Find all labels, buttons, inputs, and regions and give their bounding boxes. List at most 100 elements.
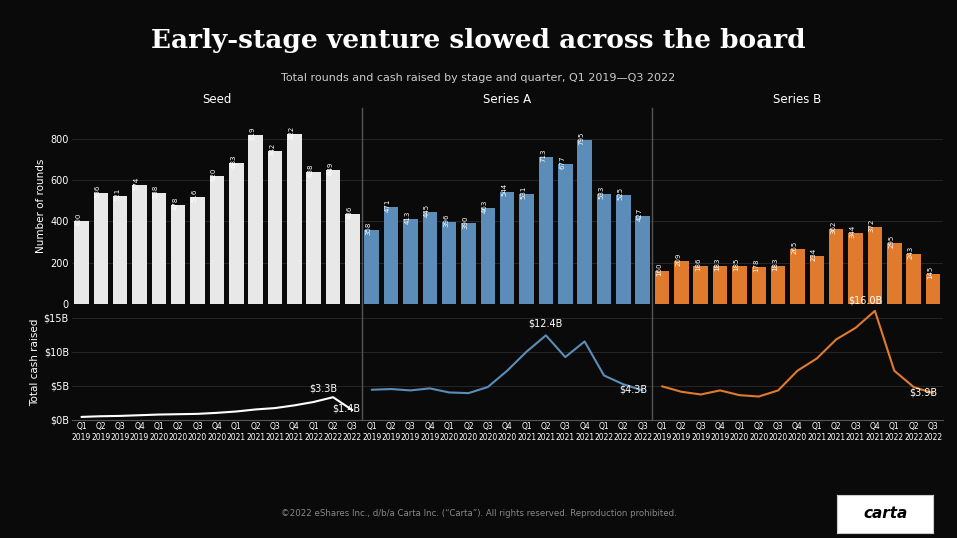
Text: 413: 413 (405, 210, 411, 224)
Y-axis label: Total cash raised: Total cash raised (30, 318, 39, 406)
Bar (75, 221, 89, 304)
Bar (771, 266, 786, 304)
Text: 344: 344 (850, 225, 856, 238)
Bar (268, 151, 282, 304)
Text: $16.0B: $16.0B (848, 295, 882, 306)
Text: 396: 396 (443, 214, 449, 227)
Text: 574: 574 (134, 177, 140, 190)
Text: $3.9B: $3.9B (909, 387, 937, 397)
Text: 145: 145 (927, 266, 933, 279)
Bar (403, 218, 417, 304)
Text: 677: 677 (559, 155, 566, 169)
Bar (113, 196, 127, 304)
Text: 819: 819 (250, 126, 256, 140)
Text: 183: 183 (714, 258, 720, 271)
Text: 516: 516 (191, 189, 197, 202)
Text: 531: 531 (521, 186, 526, 199)
Bar (906, 254, 921, 304)
Bar (132, 186, 146, 304)
Text: $3.3B: $3.3B (309, 383, 338, 393)
Text: 471: 471 (385, 199, 391, 211)
Text: 160: 160 (657, 263, 662, 276)
Bar (848, 233, 863, 304)
Text: 186: 186 (695, 257, 701, 271)
Text: 638: 638 (308, 164, 314, 177)
Text: 525: 525 (617, 187, 623, 200)
Text: ©2022 eShares Inc., d/b/a Carta Inc. (“Carta”). All rights reserved. Reproductio: ©2022 eShares Inc., d/b/a Carta Inc. (“C… (280, 509, 677, 518)
Bar (442, 222, 456, 304)
Text: 536: 536 (95, 185, 100, 198)
Text: 649: 649 (327, 161, 333, 175)
Text: 209: 209 (676, 252, 681, 266)
Bar (887, 243, 901, 304)
Text: 265: 265 (791, 241, 797, 254)
Text: 178: 178 (753, 259, 759, 272)
Text: 544: 544 (501, 183, 507, 196)
Text: 372: 372 (869, 219, 875, 232)
Bar (480, 208, 495, 304)
Bar (635, 216, 650, 304)
Text: $1.4B: $1.4B (332, 404, 361, 414)
Bar (558, 164, 572, 304)
Bar (790, 249, 805, 304)
Bar (751, 267, 766, 304)
Bar (325, 170, 341, 304)
Bar (616, 195, 631, 304)
Bar (925, 274, 940, 304)
Text: 362: 362 (831, 221, 836, 234)
Bar (732, 266, 746, 304)
Text: 533: 533 (598, 186, 604, 199)
Text: 463: 463 (482, 200, 488, 214)
Text: 436: 436 (346, 206, 352, 219)
Text: 795: 795 (579, 131, 585, 145)
Bar (94, 193, 108, 304)
Bar (577, 140, 591, 304)
Title: Series A: Series A (483, 94, 531, 107)
Bar (249, 134, 263, 304)
Title: Series B: Series B (773, 94, 822, 107)
Text: $4.3B: $4.3B (619, 385, 647, 394)
Text: $12.4B: $12.4B (528, 318, 563, 329)
Text: 234: 234 (811, 247, 817, 260)
Bar (539, 157, 553, 304)
Bar (171, 205, 186, 304)
Text: Early-stage venture slowed across the board: Early-stage venture slowed across the bo… (151, 28, 806, 53)
Bar (287, 134, 301, 304)
Text: 822: 822 (288, 126, 295, 139)
Text: 358: 358 (366, 222, 371, 235)
Text: 400: 400 (76, 213, 81, 226)
Bar (345, 214, 360, 304)
Bar (694, 266, 708, 304)
Bar (365, 230, 379, 304)
Bar (713, 266, 727, 304)
Text: 427: 427 (636, 208, 643, 221)
Bar (674, 261, 689, 304)
Bar (829, 229, 843, 304)
Text: carta: carta (863, 506, 907, 521)
Bar (868, 227, 882, 304)
Text: 243: 243 (907, 245, 914, 259)
Text: 742: 742 (269, 143, 275, 155)
Text: 620: 620 (211, 167, 217, 181)
Bar (229, 163, 243, 304)
Bar (190, 197, 205, 304)
Text: 478: 478 (172, 197, 178, 210)
Text: 538: 538 (153, 185, 159, 198)
Text: Total rounds and cash raised by stage and quarter, Q1 2019—Q3 2022: Total rounds and cash raised by stage an… (281, 73, 676, 83)
Title: Seed: Seed (202, 94, 232, 107)
Text: 713: 713 (540, 148, 545, 162)
Text: 295: 295 (888, 235, 894, 248)
Bar (500, 192, 515, 304)
Bar (151, 193, 167, 304)
Text: 183: 183 (772, 258, 778, 271)
Bar (597, 194, 612, 304)
Y-axis label: Number of rounds: Number of rounds (36, 159, 46, 253)
Bar (520, 194, 534, 304)
Text: 445: 445 (424, 204, 430, 217)
Text: 185: 185 (733, 258, 740, 271)
Bar (384, 207, 398, 304)
Bar (423, 212, 437, 304)
Bar (810, 256, 824, 304)
Bar (210, 176, 224, 304)
Bar (655, 271, 669, 304)
